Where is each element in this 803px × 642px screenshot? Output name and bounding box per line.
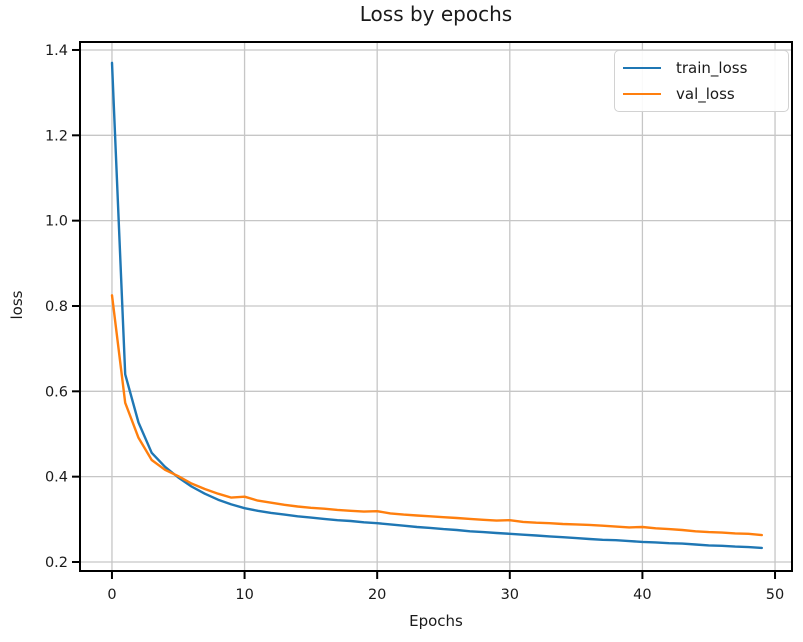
legend-row-train-loss: train_loss [615,59,788,77]
val-loss-line-swatch [623,93,661,95]
x-tick-label: 0 [107,587,116,603]
y-tick-label: 0.6 [45,384,68,400]
chart-title: Loss by epochs [359,2,513,26]
legend: train_loss val_loss [614,50,789,112]
series-line-val_loss [110,294,763,537]
legend-label-val-loss: val_loss [676,85,735,103]
x-tick-label: 10 [235,587,253,603]
x-axis-label: Epochs [409,612,463,630]
legend-row-val-loss: val_loss [615,85,788,103]
x-tick-label: 30 [501,587,519,603]
x-tick-label: 50 [766,587,784,603]
y-tick-label: 1.4 [45,43,68,59]
x-tick-label: 20 [368,587,386,603]
train-loss-line-swatch [623,67,661,69]
y-tick-label: 0.2 [45,555,68,571]
y-tick-label: 1.2 [45,128,68,144]
y-tick-label: 1.0 [45,214,68,230]
series-line-train_loss [110,61,763,550]
legend-label-train-loss: train_loss [676,59,748,77]
y-tick-label: 0.4 [45,470,68,486]
x-tick-label: 40 [633,587,651,603]
y-tick-label: 0.8 [45,299,68,315]
